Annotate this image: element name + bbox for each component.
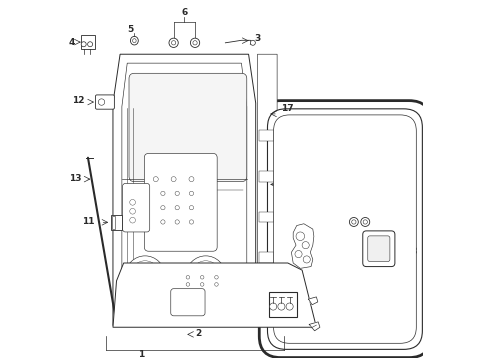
FancyBboxPatch shape <box>145 153 217 251</box>
Circle shape <box>125 256 165 295</box>
Ellipse shape <box>167 272 188 286</box>
Circle shape <box>175 191 179 195</box>
Circle shape <box>189 177 194 182</box>
Text: 15: 15 <box>372 271 385 280</box>
Polygon shape <box>122 63 247 316</box>
FancyBboxPatch shape <box>122 183 150 232</box>
Circle shape <box>186 256 225 295</box>
Text: 14: 14 <box>281 175 293 184</box>
Ellipse shape <box>361 217 370 226</box>
Bar <box>81 35 95 49</box>
Text: 12: 12 <box>72 96 85 105</box>
Circle shape <box>161 206 165 210</box>
Circle shape <box>296 232 305 240</box>
Ellipse shape <box>130 36 138 45</box>
Circle shape <box>130 199 135 205</box>
Circle shape <box>98 99 105 105</box>
Ellipse shape <box>352 220 356 224</box>
Text: 8: 8 <box>253 297 260 306</box>
FancyBboxPatch shape <box>368 236 390 262</box>
Polygon shape <box>309 322 320 331</box>
Polygon shape <box>113 54 256 325</box>
Circle shape <box>161 220 165 224</box>
Text: 4: 4 <box>69 37 75 46</box>
Ellipse shape <box>363 220 368 224</box>
Ellipse shape <box>133 39 136 42</box>
FancyBboxPatch shape <box>96 95 114 109</box>
Circle shape <box>81 42 86 47</box>
Ellipse shape <box>172 41 176 45</box>
Text: 5: 5 <box>127 25 133 34</box>
Text: 7: 7 <box>299 204 305 213</box>
Polygon shape <box>257 54 277 325</box>
Circle shape <box>270 303 277 310</box>
Text: 1: 1 <box>138 350 145 359</box>
Circle shape <box>175 206 179 210</box>
Bar <box>259 212 273 222</box>
Bar <box>112 216 116 229</box>
Ellipse shape <box>349 217 358 226</box>
Circle shape <box>215 275 218 279</box>
Circle shape <box>161 191 165 195</box>
Circle shape <box>175 220 179 224</box>
Circle shape <box>130 217 135 223</box>
FancyBboxPatch shape <box>268 109 422 349</box>
FancyBboxPatch shape <box>259 101 431 357</box>
Circle shape <box>189 191 194 195</box>
Text: 16: 16 <box>353 194 366 203</box>
Circle shape <box>130 208 135 214</box>
Ellipse shape <box>193 41 197 45</box>
Text: 10: 10 <box>322 295 334 304</box>
FancyBboxPatch shape <box>363 231 395 266</box>
Text: 2: 2 <box>196 329 202 338</box>
Circle shape <box>191 261 220 290</box>
Bar <box>259 171 273 182</box>
Text: 17: 17 <box>281 104 293 113</box>
Bar <box>269 292 297 316</box>
Bar <box>259 130 273 141</box>
Polygon shape <box>309 297 318 305</box>
Circle shape <box>153 177 158 182</box>
Circle shape <box>171 177 176 182</box>
Circle shape <box>303 256 310 263</box>
Circle shape <box>302 242 309 249</box>
Circle shape <box>215 283 218 286</box>
Circle shape <box>250 40 255 45</box>
Text: 11: 11 <box>82 217 94 226</box>
Circle shape <box>286 303 293 310</box>
Bar <box>259 252 273 263</box>
Ellipse shape <box>191 38 200 48</box>
FancyBboxPatch shape <box>129 73 247 182</box>
Text: 9: 9 <box>326 322 332 331</box>
Text: 18: 18 <box>405 247 417 256</box>
Circle shape <box>189 206 194 210</box>
Circle shape <box>130 261 160 290</box>
Text: 13: 13 <box>69 174 82 183</box>
Polygon shape <box>113 263 317 327</box>
Polygon shape <box>292 224 314 268</box>
FancyBboxPatch shape <box>273 115 416 343</box>
Circle shape <box>200 283 204 286</box>
Circle shape <box>88 42 93 47</box>
Circle shape <box>186 275 190 279</box>
FancyBboxPatch shape <box>171 289 205 316</box>
Text: 3: 3 <box>254 34 261 43</box>
Circle shape <box>189 220 194 224</box>
Text: 6: 6 <box>181 8 188 17</box>
Bar <box>111 215 122 230</box>
Circle shape <box>200 275 204 279</box>
Ellipse shape <box>169 38 178 48</box>
Circle shape <box>278 303 285 310</box>
Circle shape <box>186 283 190 286</box>
Circle shape <box>295 251 302 258</box>
